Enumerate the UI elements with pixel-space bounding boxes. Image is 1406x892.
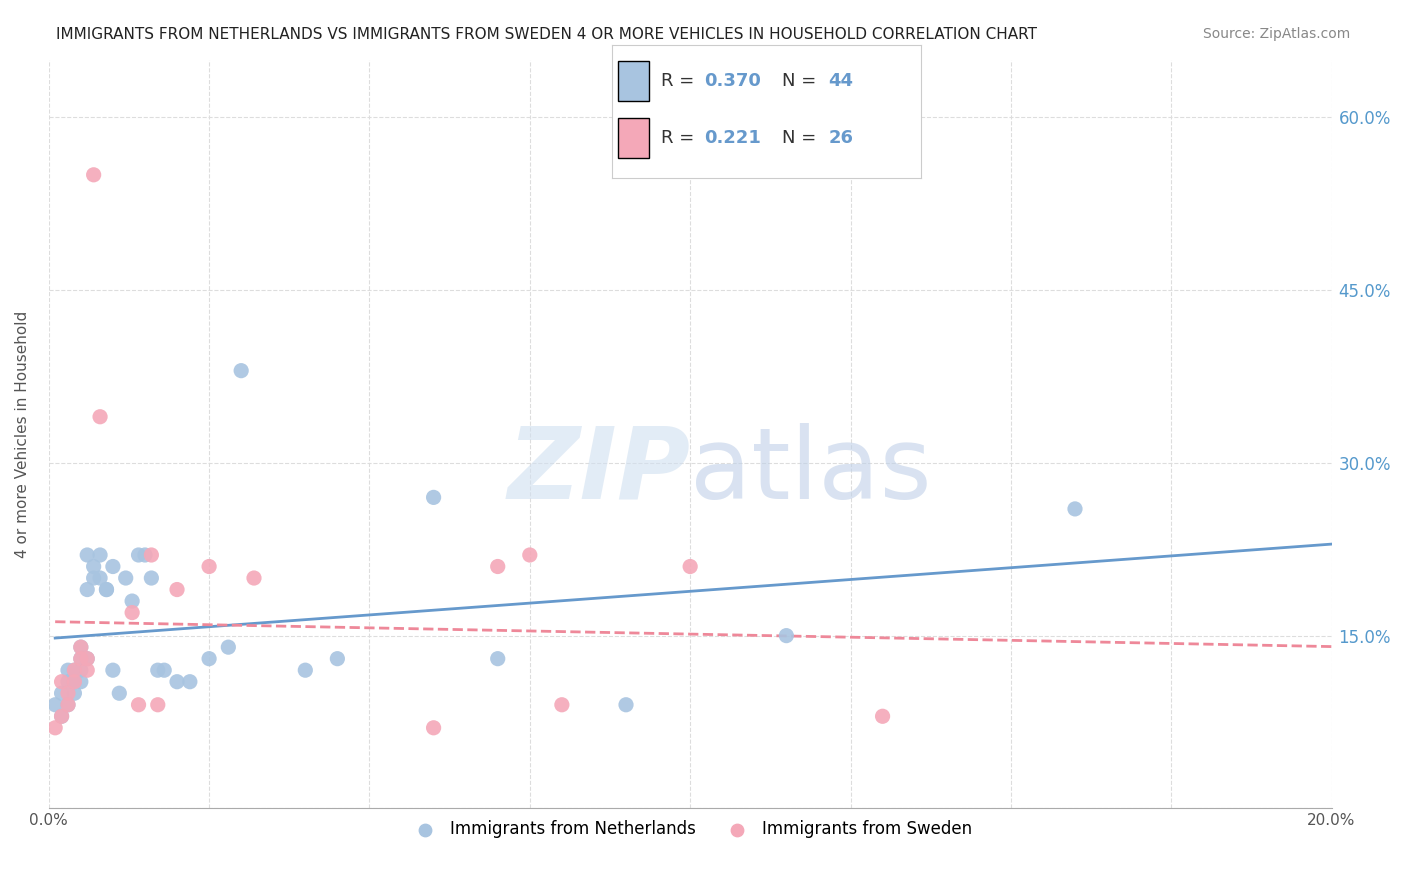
Point (76, 548, 98, 562)
Point (63, 674, 86, 689)
Point (146, 663, 169, 677)
Point (128, 548, 150, 562)
Text: 44: 44 (828, 71, 853, 90)
Point (679, 559, 702, 574)
Point (69, 640, 91, 655)
Point (422, 491, 444, 505)
Text: IMMIGRANTS FROM NETHERLANDS VS IMMIGRANTS FROM SWEDEN 4 OR MORE VEHICLES IN HOUS: IMMIGRANTS FROM NETHERLANDS VS IMMIGRANT… (56, 27, 1038, 42)
Point (198, 559, 221, 574)
Point (56, 663, 79, 677)
Point (217, 640, 239, 655)
Point (63, 686, 86, 700)
Point (141, 548, 163, 562)
Text: R =: R = (661, 129, 700, 147)
Point (56, 698, 79, 712)
Text: N =: N = (782, 129, 821, 147)
Point (326, 651, 349, 665)
Point (89, 409, 111, 424)
Point (76, 651, 98, 665)
Point (134, 548, 156, 562)
Point (153, 663, 176, 677)
Point (114, 571, 136, 585)
Point (44, 721, 66, 735)
Point (166, 582, 188, 597)
Point (486, 651, 509, 665)
Point (198, 651, 221, 665)
Point (56, 686, 79, 700)
Point (872, 709, 894, 723)
Text: 0.370: 0.370 (704, 71, 761, 90)
Point (614, 698, 637, 712)
Point (76, 663, 98, 677)
Point (83, 571, 105, 585)
Legend: Immigrants from Netherlands, Immigrants from Sweden: Immigrants from Netherlands, Immigrants … (401, 814, 979, 845)
Point (141, 571, 163, 585)
Point (69, 640, 91, 655)
Point (146, 698, 169, 712)
Point (76, 582, 98, 597)
Point (83, 168, 105, 182)
Point (486, 559, 509, 574)
Point (51, 709, 73, 723)
Text: Source: ZipAtlas.com: Source: ZipAtlas.com (1202, 27, 1350, 41)
Text: N =: N = (782, 71, 821, 90)
Y-axis label: 4 or more Vehicles in Household: 4 or more Vehicles in Household (15, 310, 30, 558)
Text: atlas: atlas (690, 423, 932, 520)
Point (83, 559, 105, 574)
FancyBboxPatch shape (617, 118, 648, 158)
Point (166, 674, 188, 689)
Point (519, 548, 541, 562)
Point (294, 663, 316, 677)
Point (69, 651, 91, 665)
Point (51, 674, 73, 689)
Point (44, 698, 66, 712)
Point (51, 686, 73, 700)
Point (231, 364, 253, 378)
Point (56, 698, 79, 712)
Point (69, 674, 91, 689)
FancyBboxPatch shape (617, 61, 648, 101)
Text: 0.221: 0.221 (704, 129, 761, 147)
Text: R =: R = (661, 71, 700, 90)
Point (69, 651, 91, 665)
Point (63, 674, 86, 689)
Text: ZIP: ZIP (508, 423, 690, 520)
Text: 26: 26 (828, 129, 853, 147)
Point (89, 571, 111, 585)
Point (101, 559, 124, 574)
Point (775, 629, 797, 643)
Point (101, 663, 124, 677)
Point (69, 663, 91, 677)
Point (551, 698, 574, 712)
Point (76, 651, 98, 665)
Point (243, 571, 266, 585)
Point (51, 709, 73, 723)
Point (422, 721, 444, 735)
Point (89, 548, 111, 562)
Point (179, 674, 201, 689)
Point (56, 674, 79, 689)
Point (63, 663, 86, 677)
Point (108, 686, 131, 700)
Point (121, 594, 143, 608)
Point (96, 582, 118, 597)
Point (96, 582, 118, 597)
Point (1064, 502, 1087, 516)
Point (63, 663, 86, 677)
Point (121, 606, 143, 620)
Point (128, 698, 150, 712)
